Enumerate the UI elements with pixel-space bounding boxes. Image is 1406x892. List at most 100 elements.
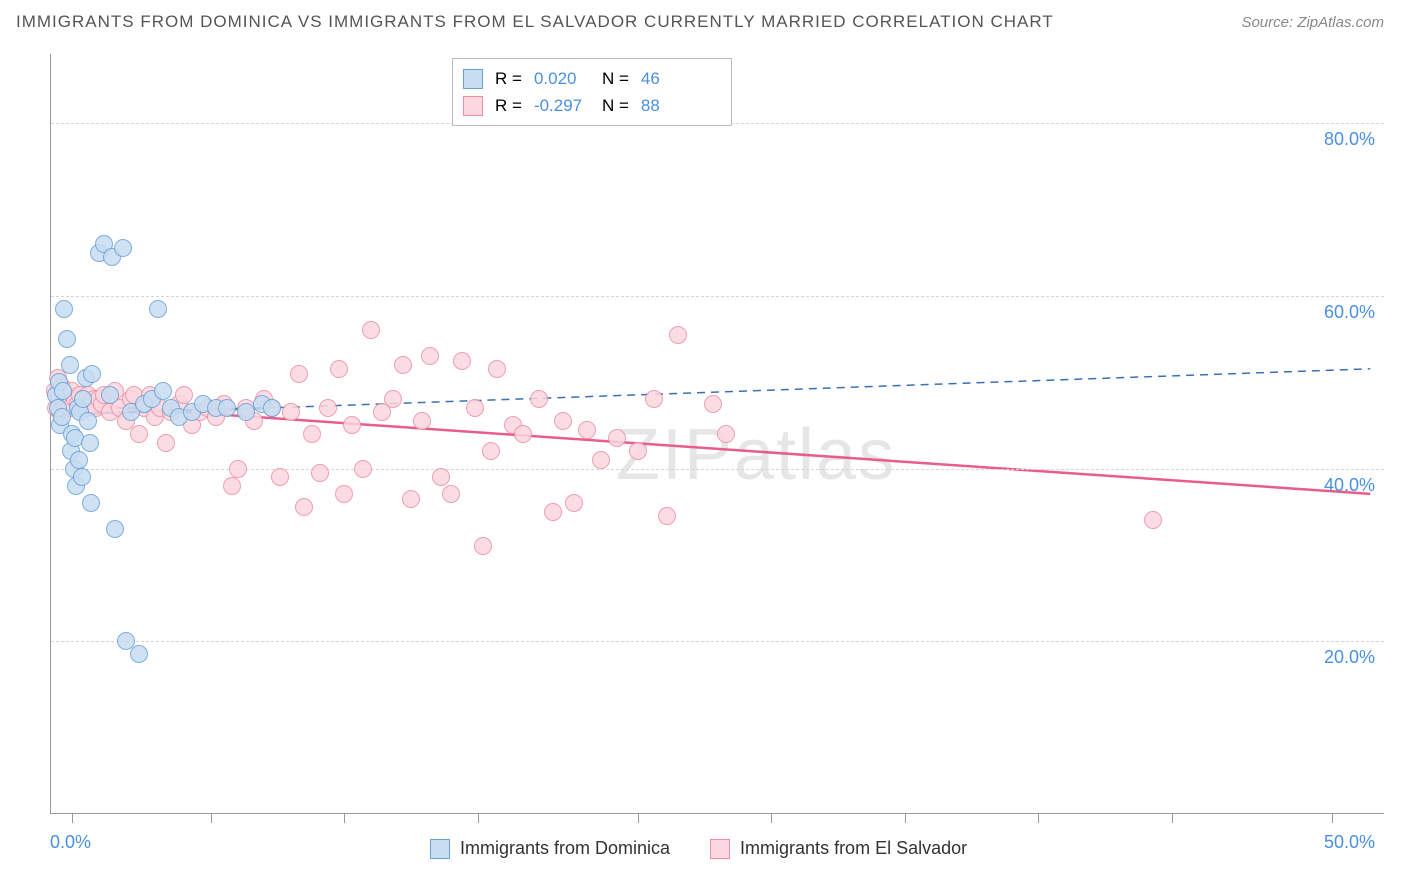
y-tick-label: 80.0% (1295, 129, 1375, 150)
r-label: R = (495, 65, 522, 92)
source-label: Source: ZipAtlas.com (1241, 14, 1384, 31)
y-tick-label: 60.0% (1295, 302, 1375, 323)
data-point (432, 468, 450, 486)
chart-container: IMMIGRANTS FROM DOMINICA VS IMMIGRANTS F… (0, 0, 1406, 892)
data-point (73, 468, 91, 486)
data-point (106, 520, 124, 538)
data-point (669, 326, 687, 344)
bottom-legend: Immigrants from Dominica Immigrants from… (430, 838, 967, 859)
data-point (362, 321, 380, 339)
data-point (704, 395, 722, 413)
data-point (1144, 511, 1162, 529)
watermark: ZIPatlas (616, 414, 896, 496)
data-point (114, 239, 132, 257)
data-point (157, 434, 175, 452)
x-axis-min-label: 0.0% (50, 832, 91, 853)
legend-item-elsalvador: Immigrants from El Salvador (710, 838, 967, 859)
data-point (330, 360, 348, 378)
data-point (101, 386, 119, 404)
grid-line (51, 296, 1384, 297)
data-point (271, 468, 289, 486)
x-tick (771, 813, 772, 823)
stats-row-elsalvador: R = -0.297 N = 88 (463, 92, 721, 119)
data-point (544, 503, 562, 521)
data-point (149, 300, 167, 318)
x-tick (638, 813, 639, 823)
y-tick-label: 40.0% (1295, 475, 1375, 496)
data-point (282, 403, 300, 421)
x-axis-max-label: 50.0% (1324, 832, 1375, 853)
n-label: N = (602, 65, 629, 92)
data-point (175, 386, 193, 404)
data-point (578, 421, 596, 439)
data-point (130, 645, 148, 663)
data-point (645, 390, 663, 408)
data-point (311, 464, 329, 482)
data-point (629, 442, 647, 460)
legend-item-dominica: Immigrants from Dominica (430, 838, 670, 859)
data-point (53, 408, 71, 426)
data-point (514, 425, 532, 443)
r-value-elsalvador: -0.297 (534, 92, 590, 119)
swatch-elsalvador (463, 96, 483, 116)
data-point (54, 382, 72, 400)
data-point (384, 390, 402, 408)
chart-title: IMMIGRANTS FROM DOMINICA VS IMMIGRANTS F… (16, 12, 1054, 32)
data-point (343, 416, 361, 434)
data-point (402, 490, 420, 508)
data-point (335, 485, 353, 503)
data-point (81, 434, 99, 452)
x-tick (1172, 813, 1173, 823)
x-tick (478, 813, 479, 823)
data-point (303, 425, 321, 443)
data-point (154, 382, 172, 400)
x-tick (905, 813, 906, 823)
n-label: N = (602, 92, 629, 119)
grid-line (51, 469, 1384, 470)
legend-label-dominica: Immigrants from Dominica (460, 838, 670, 859)
data-point (554, 412, 572, 430)
swatch-dominica (463, 69, 483, 89)
data-point (354, 460, 372, 478)
x-tick (72, 813, 73, 823)
data-point (223, 477, 241, 495)
data-point (466, 399, 484, 417)
data-point (130, 425, 148, 443)
data-point (55, 300, 73, 318)
stats-row-dominica: R = 0.020 N = 46 (463, 65, 721, 92)
data-point (61, 356, 79, 374)
data-point (565, 494, 583, 512)
data-point (229, 460, 247, 478)
data-point (82, 494, 100, 512)
x-tick (344, 813, 345, 823)
data-point (83, 365, 101, 383)
data-point (592, 451, 610, 469)
data-point (474, 537, 492, 555)
stats-legend: R = 0.020 N = 46 R = -0.297 N = 88 (452, 58, 732, 126)
r-label: R = (495, 92, 522, 119)
plot-area: ZIPatlas 20.0%40.0%60.0%80.0% (50, 54, 1384, 814)
data-point (453, 352, 471, 370)
swatch-dominica (430, 839, 450, 859)
data-point (530, 390, 548, 408)
data-point (319, 399, 337, 417)
data-point (290, 365, 308, 383)
r-value-dominica: 0.020 (534, 65, 590, 92)
data-point (442, 485, 460, 503)
data-point (79, 412, 97, 430)
x-tick (1038, 813, 1039, 823)
data-point (488, 360, 506, 378)
data-point (58, 330, 76, 348)
data-point (70, 451, 88, 469)
x-tick (211, 813, 212, 823)
data-point (413, 412, 431, 430)
n-value-dominica: 46 (641, 65, 697, 92)
data-point (295, 498, 313, 516)
data-point (658, 507, 676, 525)
data-point (394, 356, 412, 374)
data-point (717, 425, 735, 443)
legend-label-elsalvador: Immigrants from El Salvador (740, 838, 967, 859)
grid-line (51, 641, 1384, 642)
x-tick (1332, 813, 1333, 823)
n-value-elsalvador: 88 (641, 92, 697, 119)
